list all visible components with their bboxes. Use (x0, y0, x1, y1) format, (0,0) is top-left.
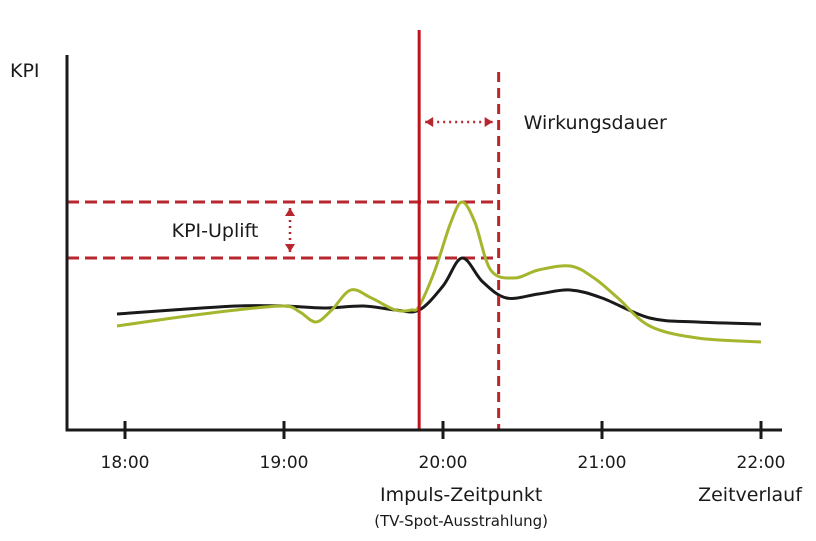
x-ticks: 18:00 19:00 20:00 21:00 22:00 (101, 421, 786, 473)
x-tick-label: 22:00 (737, 453, 786, 473)
impulse-sublabel: (TV-Spot-Ausstrahlung) (374, 512, 548, 530)
y-axis-label: KPI (10, 60, 40, 82)
duration-arrow (425, 117, 493, 127)
actual-kpi-line (116, 200, 762, 344)
impulse-label: Impuls-Zeitpunkt (380, 484, 542, 506)
x-tick-label: 18:00 (101, 453, 150, 473)
uplift-arrow (285, 208, 295, 252)
x-tick-label: 21:00 (578, 453, 627, 473)
uplift-label: KPI-Uplift (172, 220, 259, 242)
duration-label: Wirkungsdauer (524, 112, 667, 134)
x-axis-label: Zeitverlauf (698, 484, 803, 506)
x-tick-label: 19:00 (260, 453, 309, 473)
x-tick-label: 20:00 (419, 453, 468, 473)
